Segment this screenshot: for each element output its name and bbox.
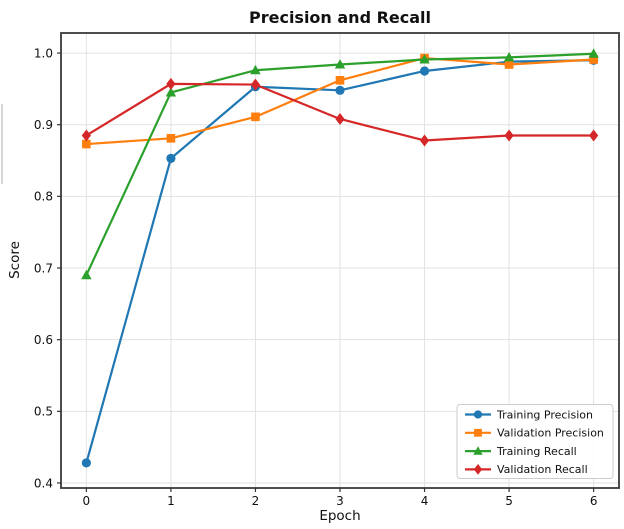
x-tick-label: 2 <box>252 494 260 508</box>
chart-title: Precision and Recall <box>249 8 431 27</box>
x-tick-label: 3 <box>336 494 344 508</box>
y-tick-label: 0.8 <box>34 190 53 204</box>
legend-label: Validation Precision <box>497 427 604 440</box>
x-tick-label: 4 <box>421 494 429 508</box>
legend-item-training-precision: Training Precision <box>465 408 593 421</box>
legend-item-validation-recall: Validation Recall <box>465 463 588 476</box>
x-tick-label: 5 <box>505 494 513 508</box>
legend-item-validation-precision: Validation Precision <box>465 427 604 440</box>
y-tick-label: 0.4 <box>34 476 53 490</box>
series-validation-recall <box>81 77 599 147</box>
legend-item-training-recall: Training Recall <box>465 445 577 458</box>
legend-label: Training Recall <box>496 445 577 458</box>
legend-label: Training Precision <box>496 408 593 421</box>
legend: Training Precision Validation Precision Tr… <box>456 404 614 479</box>
y-tick-label: 1.0 <box>34 46 53 60</box>
y-axis-ticks: 0.4 0.5 0.6 0.7 0.8 0.9 1.0 <box>34 46 61 490</box>
x-tick-label: 0 <box>83 494 91 508</box>
y-tick-label: 0.6 <box>34 333 53 347</box>
x-tick-label: 1 <box>167 494 175 508</box>
y-tick-label: 0.9 <box>34 118 53 132</box>
x-tick-label: 6 <box>590 494 598 508</box>
left-edge-artifact <box>1 104 3 184</box>
legend-box <box>456 404 614 479</box>
y-tick-label: 0.5 <box>34 405 53 419</box>
x-axis-label: Epoch <box>319 508 360 524</box>
series-training-recall <box>81 48 599 280</box>
y-axis-label: Score <box>7 241 23 279</box>
legend-label: Validation Recall <box>497 463 588 476</box>
x-axis-ticks: 0 1 2 3 4 5 6 <box>83 488 598 508</box>
y-tick-label: 0.7 <box>34 261 53 275</box>
